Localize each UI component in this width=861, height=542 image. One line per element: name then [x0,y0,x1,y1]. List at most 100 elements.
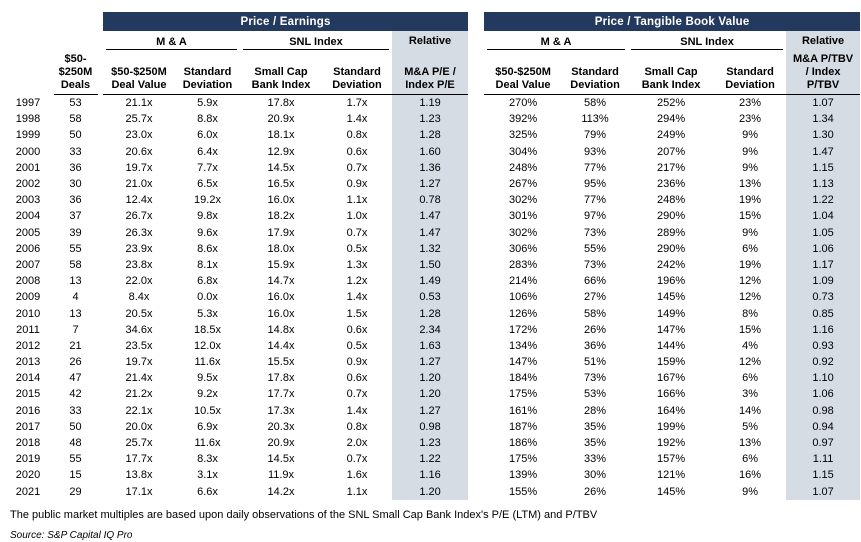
ptbv-relative-cell: 1.09 [786,273,861,290]
pe-index-std-dev-cell: 0.5x [346,242,368,255]
pe-index-std-dev-cell: 1.4x [346,113,368,126]
ptbv-std-dev-cell: 35% [584,420,607,433]
year-cell: 2000 [15,145,41,158]
ptbv-std-dev-cell: 36% [584,339,607,352]
ptbv-deal-value-cell: 139% [508,469,538,482]
ptbv-relative-sub-header: M&A P/TBV / Index P/TBV [786,50,861,95]
ptbv-snl-group-label: SNL Index [631,36,783,50]
pe-index-std-dev-cell: 0.7x [346,388,368,401]
ptbv-relative-cell: 1.04 [786,208,861,225]
pe-deal-value-header: $50-$250M Deal Value [103,50,175,95]
pe-std-dev-cell: 11.6x [194,356,221,369]
pe-relative-cell: 0.78 [392,192,469,209]
pe-index-std-dev-cell: 1.5x [346,307,368,320]
ptbv-relative-cell: 1.06 [786,386,861,403]
deals-cell: 26 [69,356,82,369]
ptbv-relative-cell: 1.34 [786,111,861,128]
pe-relative-sub-header: M&A P/E / Index P/E [392,50,469,95]
ptbv-relative-cell: 1.10 [786,370,861,387]
table-gap [468,176,484,192]
year-cell: 2007 [15,258,41,271]
ptbv-relative-cell: 0.93 [786,337,861,354]
pe-deal-value-cell: 21.0x [125,178,153,191]
pe-index-std-dev-header: Standard Deviation [322,50,392,95]
pe-relative-header: Relative [392,31,469,50]
ptbv-small-cap-cell: 290% [656,242,686,255]
ptbv-index-std-dev-cell: 12% [739,275,762,288]
deals-cell: 13 [69,275,82,288]
table-row: 2006 55 23.9x 8.6x 18.0x 0.5x 1.32 306% 55% 290% 6… [8,240,861,257]
ptbv-index-std-dev-cell: 9% [742,145,758,158]
pe-ma-group-label: M & A [105,36,238,50]
pe-std-dev-cell: 11.6x [194,437,221,450]
table-gap [468,273,484,289]
pe-std-dev-cell: 9.6x [197,226,218,239]
deals-cell: 4 [72,291,79,304]
ptbv-deal-value-cell: 106% [508,291,538,304]
ptbv-relative-cell: 0.98 [786,402,861,419]
pe-ma-group-header: M & A [103,31,240,50]
ptbv-deal-value-cell: 325% [508,129,538,142]
ptbv-small-cap-cell: 196% [656,275,686,288]
deals-cell: 7 [72,323,79,336]
deals-cell: 50 [69,129,82,142]
pe-index-std-dev-cell: 0.8x [346,420,368,433]
ptbv-relative-cell: 1.47 [786,143,861,160]
pe-deal-value-cell: 25.7x [125,437,153,450]
pe-deal-value-cell: 23.5x [125,339,153,352]
pe-small-cap-cell: 17.7x [267,388,295,401]
pe-deal-value-cell: 21.4x [125,372,153,385]
pe-index-std-dev-cell: 0.6x [346,372,368,385]
ptbv-std-dev-cell: 30% [584,469,607,482]
year-cell: 2013 [15,356,41,369]
table-gap [468,127,484,143]
year-cell: 2004 [15,210,41,223]
ptbv-index-std-dev-cell: 13% [739,178,762,191]
pe-small-cap-cell: 18.0x [267,242,295,255]
pe-deal-value-cell: 34.6x [125,323,153,336]
ptbv-std-dev-cell: 27% [584,291,607,304]
pe-deal-value-cell: 20.5x [125,307,153,320]
ptbv-small-cap-header: Small Cap Bank Index [628,50,715,95]
pe-small-cap-cell: 17.8x [267,372,295,385]
pe-small-cap-cell: 16.0x [267,291,295,304]
pe-small-cap-cell: 16.5x [267,178,295,191]
pe-std-dev-cell: 6.5x [197,178,218,191]
pe-deal-value-cell: 23.8x [125,258,153,271]
bank-multiples-table: Price / Earnings Price / Tangible Book V… [8,12,861,500]
year-cell: 2020 [15,469,41,482]
ptbv-small-cap-cell: 192% [656,437,686,450]
pe-relative-cell: 1.27 [392,175,469,193]
pe-index-std-dev-cell: 1.6x [346,469,368,482]
pe-index-std-dev-cell: 1.0x [346,210,368,223]
ptbv-small-cap-cell: 248% [656,194,686,207]
ptbv-small-cap-cell: 236% [656,178,686,191]
deals-cell: 36 [69,161,82,174]
ptbv-deal-value-cell: 175% [508,388,538,401]
table-gap [468,31,484,50]
year-cell: 2019 [15,453,41,466]
pe-small-cap-cell: 14.7x [267,275,295,288]
year-cell: 2018 [15,437,41,450]
year-cell: 2014 [15,372,41,385]
pe-deal-value-cell: 20.6x [125,145,153,158]
ptbv-deal-value-cell: 175% [508,453,538,466]
pe-snl-group-label: SNL Index [243,36,389,50]
year-cell: 1999 [15,129,41,142]
ptbv-deal-value-cell: 267% [508,178,538,191]
ptbv-relative-cell: 1.22 [786,192,861,209]
pe-std-dev-cell: 6.9x [197,420,218,433]
ptbv-deal-value-cell: 392% [508,113,538,126]
year-cell: 2017 [15,420,41,433]
table-gap [468,160,484,176]
pe-index-std-dev-cell: 1.4x [346,291,368,304]
ptbv-small-cap-cell: 167% [656,372,686,385]
ptbv-deal-value-cell: 126% [508,307,538,320]
ptbv-deal-value-cell: 155% [508,485,538,498]
table-gap [468,12,484,31]
pe-std-dev-cell: 12.0x [194,339,221,352]
ptbv-small-cap-cell: 145% [656,485,686,498]
table-row: 2013 26 19.7x 11.6x 15.5x 0.9x 1.27 147% 51% 159%… [8,354,861,371]
pe-index-std-dev-cell: 0.6x [346,145,368,158]
table-gap [468,322,484,338]
